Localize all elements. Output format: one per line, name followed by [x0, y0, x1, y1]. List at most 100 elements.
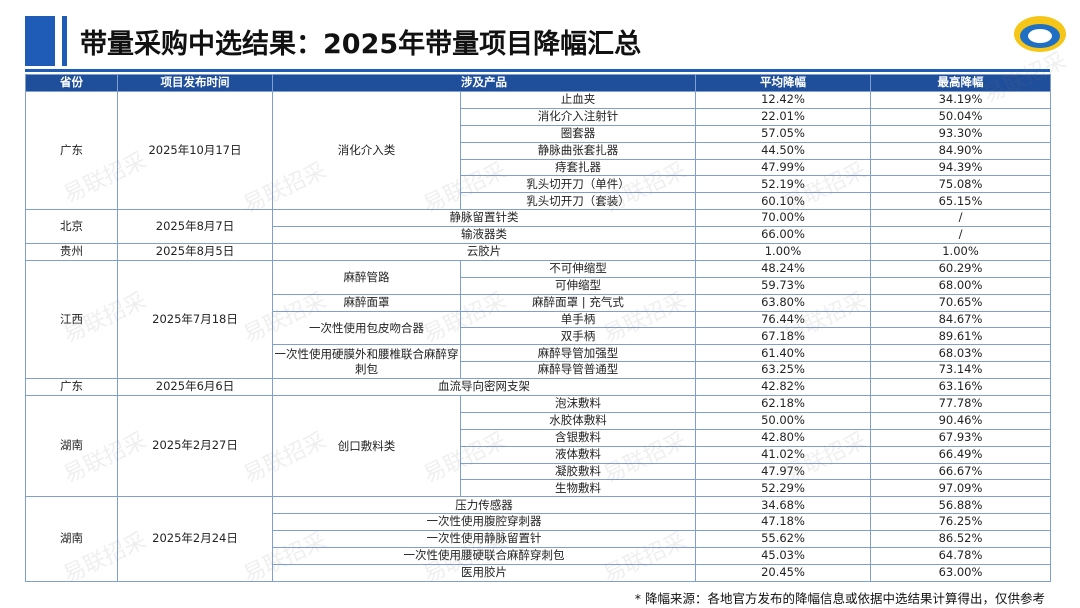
product: 圈套器 [460, 124, 696, 143]
avg-reduction: 34.68% [695, 496, 871, 515]
row: 可伸缩型 59.73% 68.00% [26, 276, 1051, 295]
max-reduction: 68.03% [870, 344, 1051, 363]
header-cell: 省份 [25, 74, 118, 92]
avg-reduction: 41.02% [695, 445, 871, 464]
product: 血流导向密网支架 [272, 378, 696, 397]
category: 消化介入类 [272, 90, 461, 211]
max-reduction: 56.88% [870, 496, 1051, 515]
title-bar [62, 16, 67, 66]
province: 湖南 [25, 395, 118, 498]
avg-reduction: 62.18% [695, 395, 871, 413]
max-reduction: 90.46% [870, 411, 1051, 430]
product: 云胶片 [272, 243, 696, 261]
avg-reduction: 60.10% [695, 192, 871, 211]
logo [1014, 16, 1066, 52]
row: 一次性使用腰硬联合麻醉穿刺包 45.03% 64.78% [26, 547, 1051, 565]
province: 广东 [25, 90, 118, 211]
avg-reduction: 70.00% [695, 209, 871, 228]
max-reduction: 66.49% [870, 445, 1051, 464]
row: 凝胶敷料 47.97% 66.67% [26, 462, 1051, 481]
product: 静脉留置针类 [272, 209, 696, 228]
avg-reduction: 44.50% [695, 141, 871, 160]
title: 带量采购中选结果：2025年带量项目降幅汇总 [80, 29, 642, 60]
row: 湖南 2025年2月27日 创口敷料类 泡沫敷料 62.18% 77.78% [25, 395, 1051, 498]
avg-reduction: 61.40% [695, 344, 871, 363]
product: 麻醉导管普通型 [460, 361, 696, 380]
max-reduction: 84.67% [870, 310, 1051, 329]
product: 凝胶敷料 [460, 462, 696, 481]
max-reduction: 89.61% [870, 327, 1051, 346]
product: 一次性使用静脉留置针 [272, 530, 696, 549]
product: 乳头切开刀（套装） [460, 192, 696, 211]
row: 湖南 2025年2月24日 压力传感器 34.68% 56.88% [25, 496, 1051, 582]
product: 消化介入注射针 [460, 107, 696, 126]
product: 止血夹 [460, 91, 696, 109]
product: 静脉曲张套扎器 [460, 141, 696, 160]
avg-reduction: 45.03% [695, 547, 871, 565]
avg-reduction: 22.01% [695, 107, 871, 126]
row: 一次性使用静脉留置针 55.62% 86.52% [26, 530, 1051, 549]
row: 一次性使用包皮吻合器 单手柄 76.44% 84.67% [26, 310, 1051, 346]
max-reduction: 68.00% [870, 276, 1051, 295]
date: 2025年2月27日 [117, 395, 273, 498]
product: 痔套扎器 [460, 158, 696, 177]
avg-reduction: 52.19% [695, 175, 871, 194]
row: 消化介入注射针 22.01% 50.04% [26, 107, 1051, 126]
row: 北京 2025年8月7日 静脉留置针类 70.00% / [25, 209, 1051, 245]
max-reduction: 93.30% [870, 124, 1051, 143]
max-reduction: 75.08% [870, 175, 1051, 194]
date: 2025年2月24日 [117, 496, 273, 582]
product: 医用胶片 [272, 563, 696, 582]
header-cell: 项目发布时间 [117, 74, 273, 92]
product: 麻醉导管加强型 [460, 344, 696, 363]
product: 双手柄 [460, 327, 696, 346]
max-reduction: 50.04% [870, 107, 1051, 126]
header-cell: 涉及产品 [272, 74, 696, 92]
category: 创口敷料类 [272, 395, 461, 498]
header-cell: 最高降幅 [870, 74, 1051, 92]
row: 一次性使用腹腔穿刺器 47.18% 76.25% [26, 513, 1051, 532]
max-reduction: 63.00% [870, 563, 1051, 582]
category: 一次性使用包皮吻合器 [272, 310, 461, 346]
avg-reduction: 55.62% [695, 530, 871, 549]
product: 生物敷料 [460, 479, 696, 498]
avg-reduction: 52.29% [695, 479, 871, 498]
category: 一次性使用硬膜外和腰椎联合麻醉穿刺包 [272, 344, 461, 380]
max-reduction: 76.25% [870, 513, 1051, 532]
max-reduction: 64.78% [870, 547, 1051, 565]
date: 2025年7月18日 [117, 259, 273, 380]
row: 医用胶片 20.45% 63.00% [26, 563, 1051, 582]
max-reduction: / [870, 209, 1051, 228]
avg-reduction: 20.45% [695, 563, 871, 582]
product: 麻醉面罩 | 充气式 [460, 293, 696, 312]
header-row: 省份 项目发布时间 涉及产品 平均降幅 最高降幅 [25, 74, 1051, 92]
avg-reduction: 48.24% [695, 259, 871, 278]
header-cell: 平均降幅 [695, 74, 871, 92]
avg-reduction: 63.80% [695, 293, 871, 312]
max-reduction: 94.39% [870, 158, 1051, 177]
date: 2025年10月17日 [117, 90, 273, 211]
product: 含银敷料 [460, 428, 696, 447]
max-reduction: 84.90% [870, 141, 1051, 160]
product: 不可伸缩型 [460, 259, 696, 278]
max-reduction: 63.16% [870, 378, 1051, 397]
row: 静脉曲张套扎器 44.50% 84.90% [26, 141, 1051, 160]
avg-reduction: 42.82% [695, 378, 871, 397]
row: 贵州 2025年8月5日 云胶片 1.00% 1.00% [25, 243, 1051, 261]
max-reduction: / [870, 226, 1051, 245]
province: 江西 [25, 259, 118, 380]
avg-reduction: 57.05% [695, 124, 871, 143]
max-reduction: 65.15% [870, 192, 1051, 211]
row: 乳头切开刀（套装） 60.10% 65.15% [26, 192, 1051, 211]
date: 2025年8月5日 [117, 243, 273, 261]
product: 一次性使用腹腔穿刺器 [272, 513, 696, 532]
avg-reduction: 12.42% [695, 91, 871, 109]
table: 省份 项目发布时间 涉及产品 平均降幅 最高降幅 广东 2025年10月17日 消化介入类止… [25, 74, 1051, 582]
title-block [25, 16, 55, 66]
date: 2025年6月6日 [117, 378, 273, 397]
avg-reduction: 63.25% [695, 361, 871, 380]
footnote: * 降幅来源：各地官方发布的降幅信息或依据中选结果计算得出，仅供参考 [634, 591, 1045, 606]
avg-reduction: 50.00% [695, 411, 871, 430]
avg-reduction: 1.00% [695, 243, 871, 261]
